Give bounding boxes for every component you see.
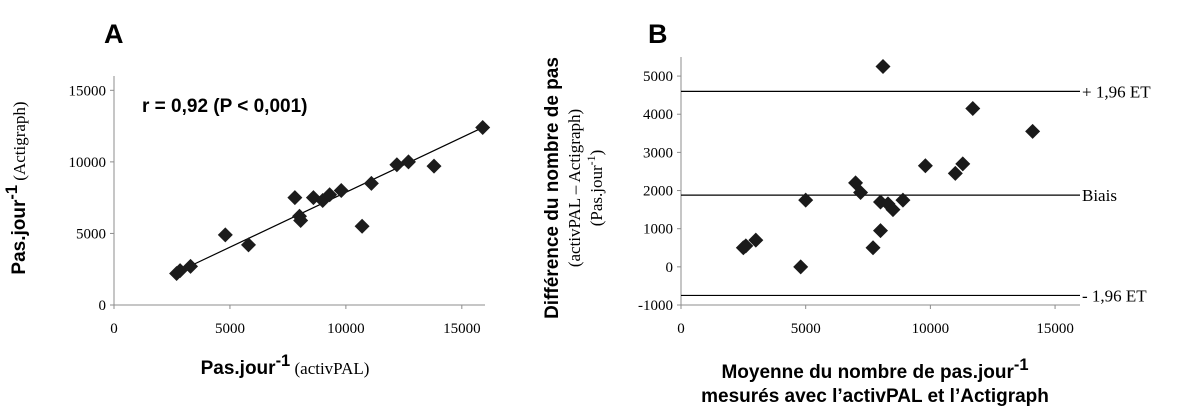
panel-a-x-tick-label: 10000: [327, 321, 365, 337]
panel-b-y-axis-label-line3: (Pas.jour-1): [584, 150, 606, 227]
panel-a-y-label-sup: -1: [3, 185, 21, 200]
panel-a-scatter: A r = 0,92 (P < 0,001) 0 5000 10000 15000 0…: [3, 19, 491, 379]
panel-b-y-axis-label-line2: (activPAL – Actigraph): [565, 109, 584, 267]
panel-a-point: [183, 258, 199, 274]
panel-b-x-label-line1-main: Moyenne du nombre de pas.jour: [721, 362, 1014, 383]
panel-a-point: [426, 158, 442, 174]
panel-b-y-tick-label: 1000: [643, 222, 673, 238]
panel-a-y-axis-label: Pas.jour-1 (Actigraph): [3, 101, 30, 274]
panel-a-y-label-main: Pas.jour: [9, 199, 30, 275]
panel-b-x-tick-label: 5000: [791, 321, 821, 337]
panel-a-y-tick-labels: 0 5000 10000 15000: [69, 83, 107, 314]
panel-a-point: [354, 218, 370, 234]
panel-a-point: [363, 175, 379, 191]
panel-b-letter: B: [648, 19, 668, 49]
panel-b-y-tick-label: 4000: [643, 107, 673, 123]
panel-a-x-axis-label: Pas.jour-1 (activPAL): [201, 352, 370, 379]
panel-b-y-tick-labels: -1000 0 1000 2000 3000 4000 5000: [638, 69, 673, 314]
panel-a-point: [400, 154, 416, 170]
panel-b-y-tick-label: 5000: [643, 69, 673, 85]
panel-b-y-tick-label: 3000: [643, 145, 673, 161]
panel-b-point: [873, 223, 888, 239]
panel-b-x-tick-label: 0: [677, 321, 685, 337]
panel-b-x-label-line1-sup: -1: [1014, 356, 1029, 374]
panel-b-x-tick-label: 15000: [1036, 321, 1074, 337]
panel-b-reference-line-label: - 1,96 ET: [1082, 286, 1147, 305]
panel-a-x-tick-label: 15000: [443, 321, 481, 337]
panel-a-letter: A: [104, 19, 124, 49]
panel-b-point: [965, 101, 981, 117]
panel-b-point: [875, 59, 891, 75]
panel-b-points: [735, 59, 1041, 275]
panel-b-point: [885, 202, 901, 218]
panel-a-point: [217, 227, 233, 243]
panel-b-point: [895, 192, 911, 208]
panel-a-x-tick-label: 0: [110, 321, 118, 337]
panel-b-y-tick-label: 0: [666, 260, 674, 276]
panel-b-point: [865, 240, 881, 256]
panel-b-reference-lines: + 1,96 ET Biais - 1,96 ET: [681, 82, 1151, 305]
panel-a-correlation-annotation: r = 0,92 (P < 0,001): [142, 96, 308, 117]
panel-b-point: [917, 158, 933, 174]
panel-a-x-label-sup: -1: [276, 352, 291, 370]
panel-a-points: [169, 120, 491, 282]
panel-a-x-label-suffix: (activPAL): [290, 359, 369, 378]
panel-b-scatter: B 0 5000 10000 15000 -100001000200030004000…: [542, 19, 1151, 407]
panel-a-axes: [110, 76, 485, 309]
panel-a-y-tick-label: 0: [99, 298, 107, 314]
panel-b-point: [947, 165, 963, 181]
panel-b-point: [748, 232, 764, 248]
panel-b-y-tick-label: 2000: [643, 184, 673, 200]
panel-b-axes: [677, 57, 1080, 309]
panel-b-y-label-line3-sup: -1: [584, 155, 598, 165]
panel-b-point: [798, 192, 814, 208]
panel-a-y-tick-label: 15000: [69, 83, 107, 99]
panel-b-reference-line-label: Biais: [1082, 186, 1117, 205]
panel-b-x-tick-label: 10000: [912, 321, 950, 337]
panel-b-x-axis-label-line1: Moyenne du nombre de pas.jour-1: [721, 356, 1028, 383]
panel-b-point: [1025, 123, 1041, 139]
panel-a-y-tick-label: 5000: [76, 226, 106, 242]
panel-b-point: [738, 238, 754, 254]
panel-b-point: [955, 156, 971, 172]
panel-a-point: [322, 187, 338, 203]
panel-b-y-tick-label: -1000: [638, 298, 673, 314]
panel-b-x-axis-label-line2: mesurés avec l’activPAL et l’Actigraph: [701, 386, 1049, 407]
panel-a-point: [287, 190, 303, 206]
panel-b-y-label-line3-main: (Pas.jour: [587, 165, 606, 226]
panel-a-x-tick-label: 5000: [215, 321, 245, 337]
panel-a-x-label-main: Pas.jour: [201, 358, 277, 379]
panel-a-point: [293, 213, 309, 229]
panel-b-reference-line-label: + 1,96 ET: [1082, 82, 1151, 101]
panel-a-x-tick-labels: 0 5000 10000 15000: [110, 321, 480, 337]
panel-b-point: [853, 184, 869, 200]
panel-a-point: [333, 183, 349, 198]
panel-a-point: [389, 157, 405, 173]
panel-b-y-axis-label-line1: Différence du nombre de pas: [542, 57, 563, 319]
panel-a-point: [240, 237, 256, 253]
panel-a-point: [475, 120, 491, 136]
panel-a-y-tick-label: 10000: [69, 155, 107, 171]
panel-a-y-label-suffix: (Actigraph): [10, 101, 29, 185]
panel-b-point: [793, 259, 809, 275]
panel-b-x-tick-labels: 0 5000 10000 15000: [677, 321, 1074, 337]
panel-b-y-label-line3-end: ): [587, 150, 606, 156]
